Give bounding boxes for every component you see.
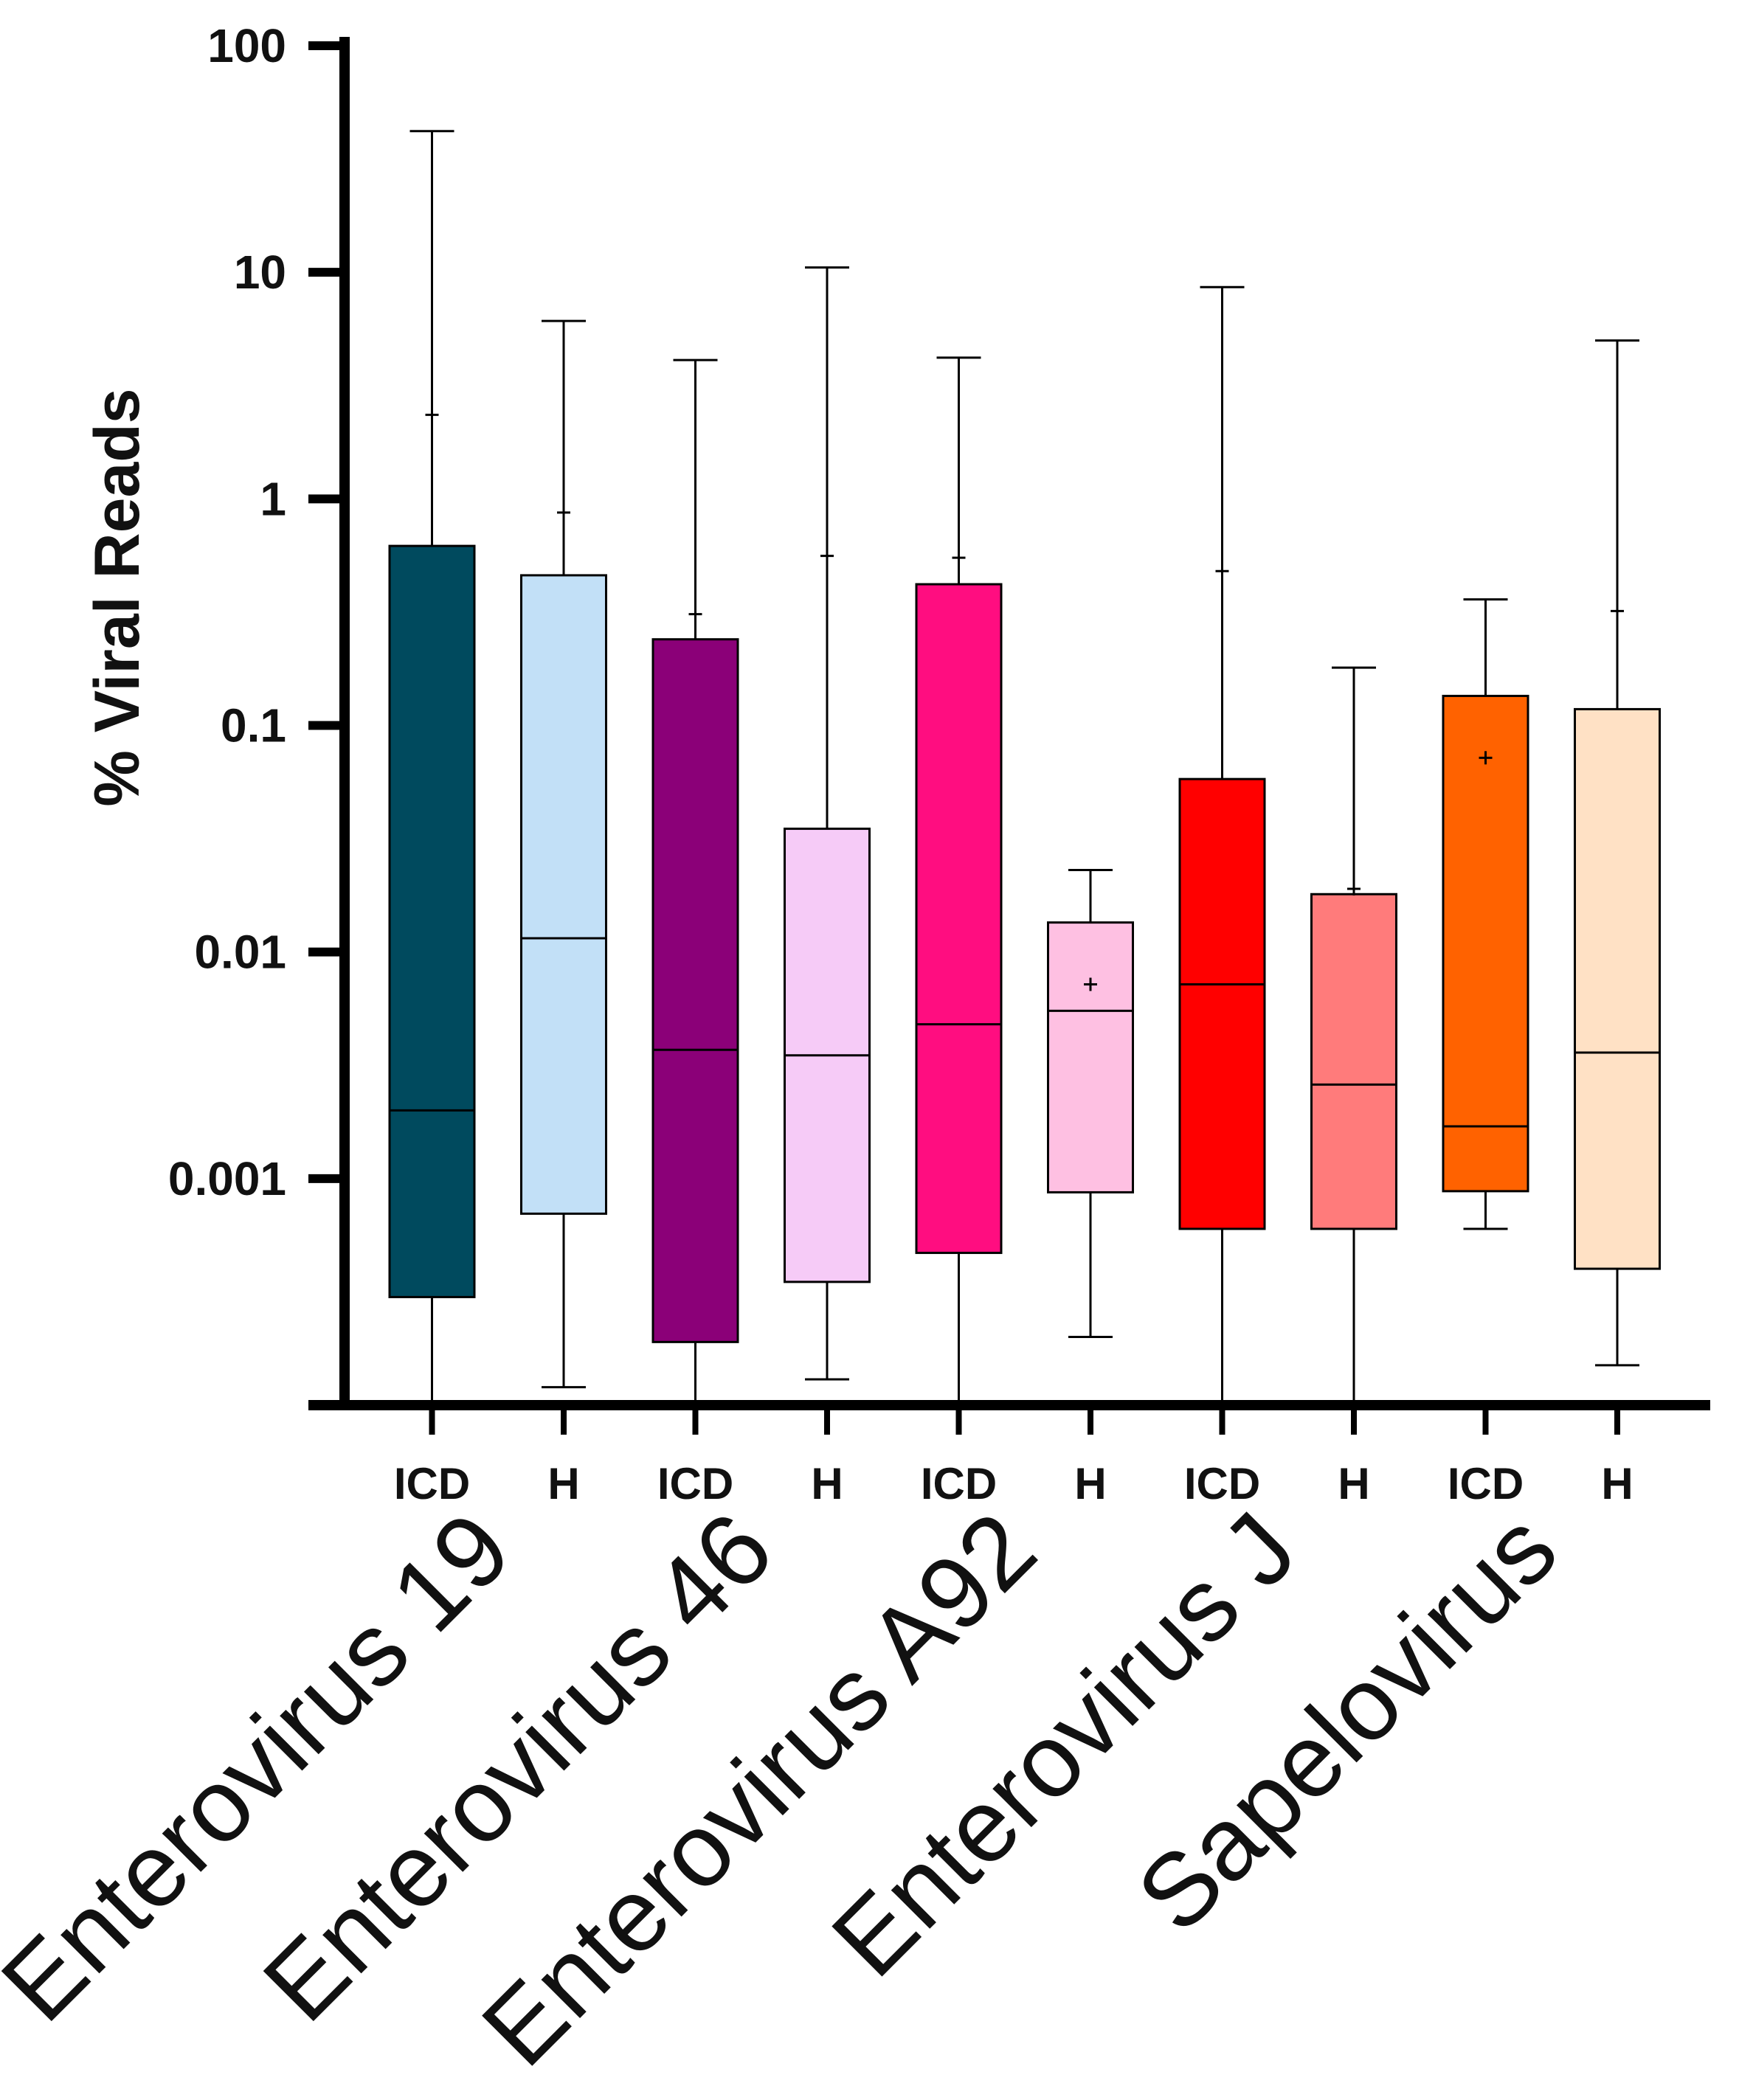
group-label: ICD [921, 1459, 997, 1508]
box-3 [784, 266, 871, 1381]
y-tick-label: 0.001 [168, 1152, 286, 1205]
group-label: H [547, 1459, 579, 1508]
group-label: H [811, 1459, 843, 1508]
box-body [520, 574, 607, 1215]
group-label: H [1074, 1459, 1106, 1508]
box-0 [388, 130, 476, 1405]
box-body [388, 544, 476, 1298]
box-body [651, 638, 739, 1343]
group-label: ICD [657, 1459, 733, 1508]
box-6 [1178, 285, 1266, 1405]
y-axis-label: % Viral Reads [82, 388, 153, 806]
y-tick-label: 1 [260, 472, 286, 525]
box-4 [915, 356, 1003, 1405]
y-tick-label: 10 [234, 246, 286, 299]
box-5 [1047, 869, 1134, 1339]
box-7 [1310, 666, 1397, 1405]
group-label: ICD [1184, 1459, 1260, 1508]
group-label: ICD [394, 1459, 470, 1508]
box-body [1178, 777, 1266, 1230]
group-label: H [1601, 1459, 1633, 1508]
box-body [915, 583, 1003, 1255]
box-body [1047, 921, 1134, 1193]
y-tick-label: 0.01 [194, 926, 286, 979]
y-tick-label: 0.1 [221, 699, 286, 752]
group-label: H [1338, 1459, 1369, 1508]
group-label: ICD [1448, 1459, 1524, 1508]
box-1 [520, 319, 607, 1389]
y-tick-label: 100 [207, 19, 286, 72]
box-8 [1442, 598, 1529, 1230]
box-body [1310, 893, 1397, 1230]
box-body [1574, 707, 1661, 1270]
box-9 [1574, 339, 1661, 1367]
box-2 [651, 358, 739, 1405]
box-body [1442, 694, 1529, 1193]
